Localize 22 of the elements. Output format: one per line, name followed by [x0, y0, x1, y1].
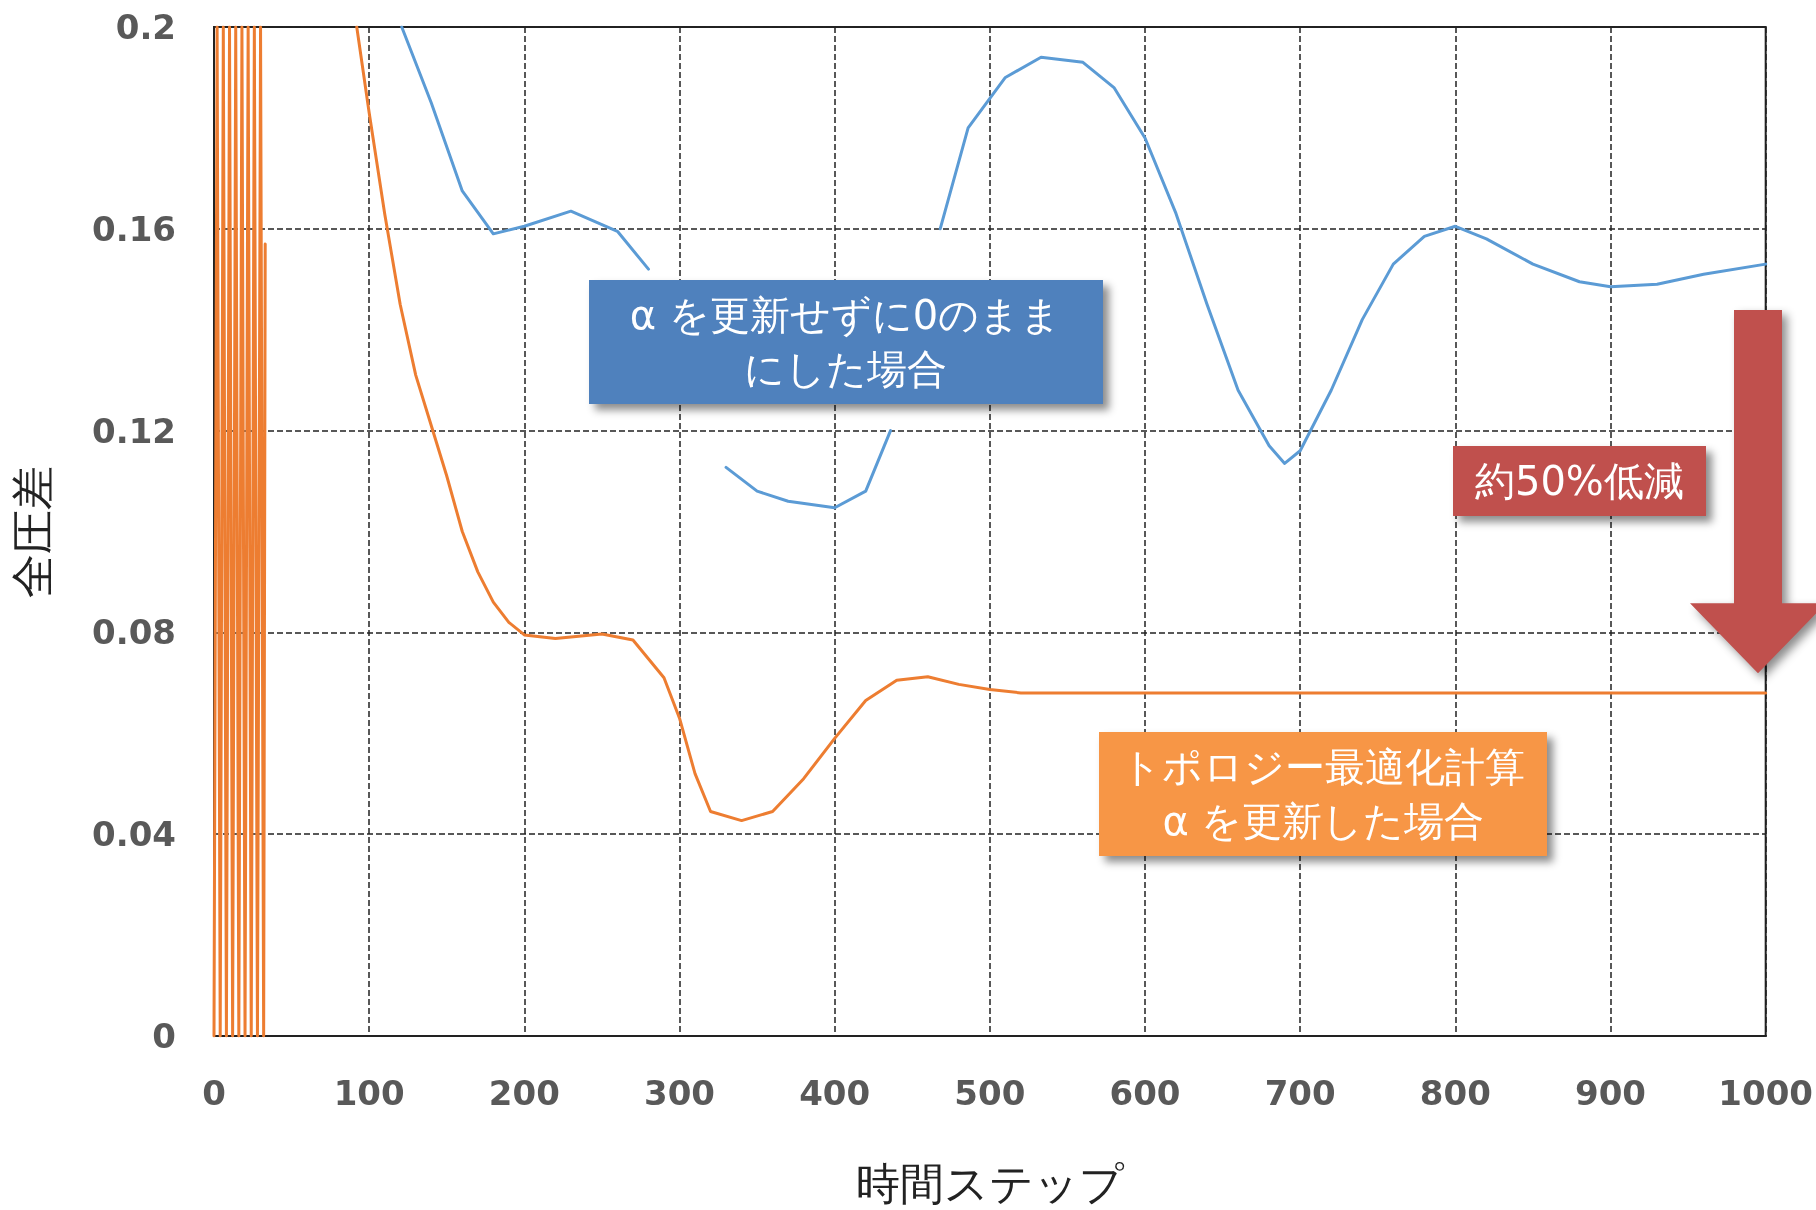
- x-tick-label: 800: [1419, 1073, 1491, 1113]
- x-tick-label: 0: [202, 1073, 226, 1113]
- x-tick-label: 1000: [1718, 1073, 1814, 1113]
- x-tick-label: 900: [1575, 1073, 1647, 1113]
- y-tick-label: 0.04: [92, 814, 176, 855]
- y-tick-label: 0: [152, 1016, 176, 1056]
- x-tick-label: 200: [488, 1073, 560, 1113]
- x-tick-label: 100: [333, 1073, 405, 1113]
- x-tick-label: 700: [1264, 1073, 1336, 1113]
- x-tick-label: 500: [954, 1073, 1026, 1113]
- x-tick-label: 600: [1109, 1073, 1181, 1113]
- y-tick-label: 0.12: [92, 410, 176, 451]
- x-tick-label: 400: [799, 1073, 871, 1113]
- y-tick-label: 0.2: [115, 7, 176, 47]
- y-tick-label: 0.16: [92, 208, 176, 249]
- annotation: α を更新せずに0のままにした場合: [588, 280, 1103, 405]
- y-axis-title: 全圧差: [6, 465, 58, 598]
- y-tick-label: 0.08: [92, 612, 176, 653]
- x-axis-title: 時間ステップ: [855, 1157, 1125, 1209]
- annotation: 約50%低減: [1452, 446, 1706, 517]
- annotation: トポロジー最適化計算 α を更新した場合: [1099, 731, 1548, 856]
- x-tick-label: 300: [644, 1073, 715, 1113]
